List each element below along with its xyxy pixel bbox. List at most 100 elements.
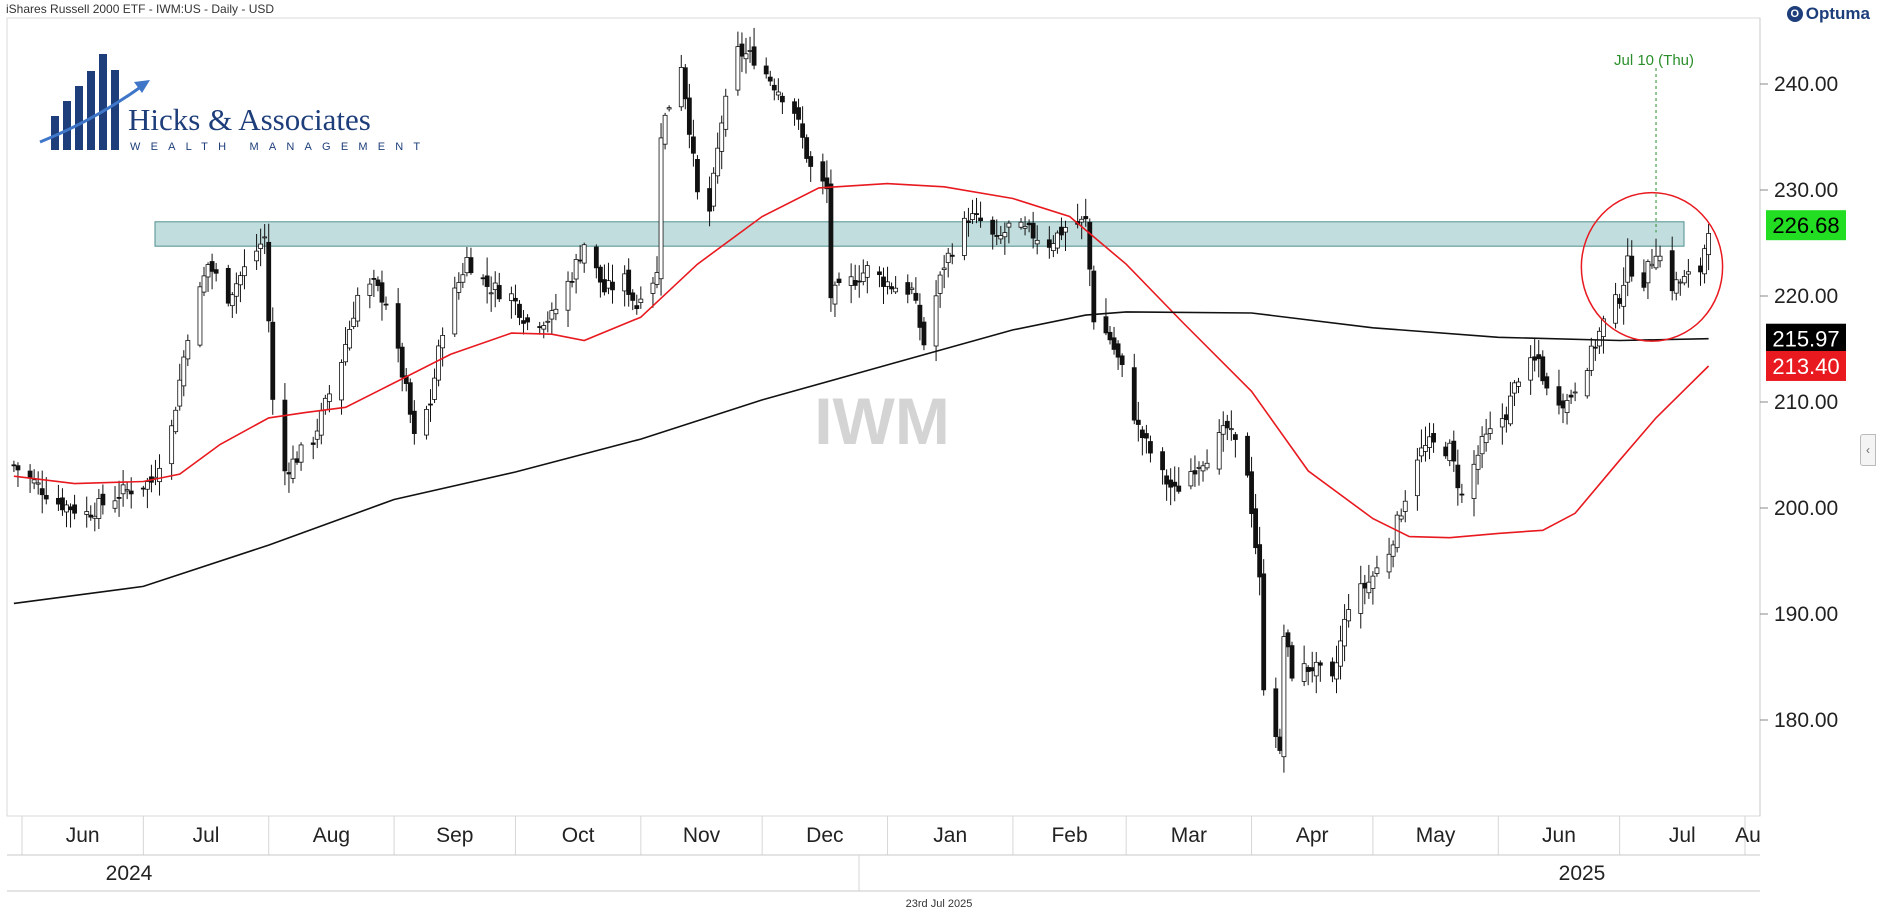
candle-body (1702, 248, 1707, 275)
candle-body (1621, 284, 1627, 307)
candle-body (1390, 544, 1396, 557)
candle-body (1083, 216, 1089, 220)
candle-body (852, 280, 858, 286)
x-year-label: 2025 (1559, 862, 1606, 885)
candle-body (808, 156, 814, 167)
candle-body (775, 91, 781, 96)
candle-body (290, 458, 296, 479)
candle-body (1471, 463, 1477, 499)
x-tick-label: Dec (806, 824, 843, 847)
y-tick-label: 200.00 (1774, 497, 1838, 520)
candle-body (185, 340, 191, 360)
candle-body (233, 283, 239, 297)
candle-body (282, 399, 288, 472)
candle-body (205, 264, 211, 278)
x-tick-label: Jan (933, 824, 967, 847)
candle-body (298, 444, 304, 463)
candle-body (229, 294, 235, 307)
candle-body (549, 310, 555, 320)
candle-body (1362, 582, 1368, 589)
candle-body (961, 217, 967, 256)
candle-body (1544, 376, 1550, 389)
candle-body (460, 274, 466, 283)
candle-body (1451, 440, 1457, 462)
candle-body (140, 487, 146, 490)
candle-body (1289, 645, 1295, 679)
x-tick-label: Aug (313, 824, 350, 847)
candle-body (545, 320, 551, 323)
candle-body (893, 287, 899, 293)
y-tick-label: 230.00 (1774, 179, 1838, 202)
candle-body (695, 159, 700, 193)
candle-body (1107, 331, 1113, 341)
candle-body (68, 506, 73, 511)
candle-body (96, 498, 102, 519)
collapse-panel-button[interactable]: ‹ (1860, 434, 1876, 466)
candle-body (1277, 736, 1283, 751)
candle-body (1653, 255, 1659, 269)
candle-body (1685, 271, 1691, 275)
y-axis: 180.00 190.00 200.00 210.00 220.00 230.00 240.… (1760, 73, 1838, 732)
candle-body (1232, 434, 1238, 440)
candle-body (686, 97, 692, 135)
candle-body (792, 101, 797, 114)
candle-body (1305, 667, 1311, 672)
candle-body (666, 107, 672, 110)
candle-body (824, 177, 830, 190)
candle-body (238, 275, 243, 286)
x-tick-label: May (1416, 824, 1456, 847)
candle-body (597, 266, 603, 283)
candle-body (1103, 316, 1109, 334)
candle-body (517, 303, 522, 318)
candle-body (1596, 330, 1602, 347)
candle-body (201, 275, 207, 293)
optuma-logo: O Optuma (1786, 4, 1870, 24)
candle-body (112, 500, 118, 509)
candle-body (322, 397, 328, 411)
candle-body (508, 293, 514, 301)
date-annotation: Jul 10 (Thu) (1614, 52, 1694, 233)
candle-body (1601, 318, 1606, 337)
chart-header-title: iShares Russell 2000 ETF - IWM:US - Dail… (6, 2, 275, 16)
candle-body (379, 282, 385, 303)
candle-body (11, 464, 17, 467)
candle-body (978, 217, 983, 222)
candle-body (1143, 433, 1149, 439)
candle-body (1188, 471, 1194, 487)
candle-body (488, 292, 494, 295)
candle-body (440, 335, 446, 349)
candle-body (128, 490, 134, 495)
candle-body (27, 470, 33, 478)
candle-body (593, 246, 599, 269)
candle-body (513, 297, 518, 302)
ma-line (13, 182, 1710, 539)
candle-body (933, 295, 939, 347)
candle-body (638, 298, 644, 303)
candle-body (634, 305, 640, 310)
candle-body (804, 137, 810, 159)
candle-body (682, 67, 688, 100)
candle-body (1168, 479, 1174, 488)
candle-body (64, 504, 69, 513)
candle-body (1370, 575, 1376, 589)
candle-body (484, 275, 490, 287)
candle-body (124, 489, 130, 492)
candle-body (678, 67, 684, 108)
candle-body (254, 250, 259, 262)
candle-body (262, 236, 268, 239)
x-tick-label: Au (1735, 824, 1761, 847)
candle-body (492, 282, 498, 291)
candle-body (43, 495, 49, 500)
candle-body (428, 403, 433, 406)
plot-area (6, 17, 1761, 817)
candle-body (1414, 459, 1420, 497)
candle-body (941, 267, 947, 271)
x-tick-label: Oct (562, 824, 595, 847)
candle-body (355, 294, 361, 322)
candle-body (1026, 222, 1032, 226)
candle-body (343, 344, 348, 363)
candle-body (1245, 435, 1250, 476)
candle-body (1629, 255, 1635, 277)
candle-body (525, 317, 530, 323)
